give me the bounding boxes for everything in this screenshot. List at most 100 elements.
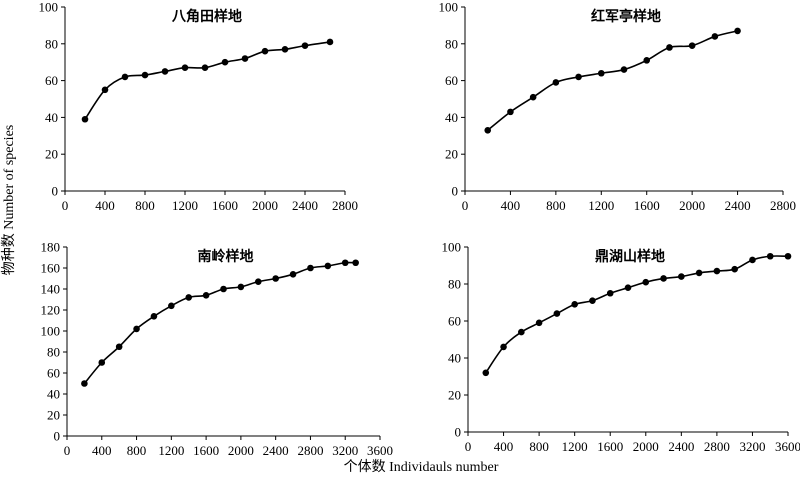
- x-tick-label: 1200: [158, 443, 184, 458]
- data-point: [82, 116, 89, 123]
- panel-title: 鼎湖山样地: [595, 248, 665, 265]
- data-point: [482, 370, 489, 377]
- x-tick-label: 2800: [297, 443, 323, 458]
- data-point: [734, 28, 741, 35]
- data-point: [660, 275, 667, 282]
- y-tick-label: 160: [41, 261, 61, 276]
- data-point: [749, 257, 756, 264]
- data-point: [185, 294, 192, 301]
- x-tick-label: 3200: [739, 439, 765, 454]
- x-tick-label: 2000: [228, 443, 254, 458]
- data-point: [621, 66, 628, 73]
- data-point: [168, 303, 175, 310]
- y-tick-label: 0: [455, 425, 462, 440]
- x-tick-label: 0: [64, 443, 71, 458]
- x-tick-label: 400: [92, 443, 112, 458]
- data-point: [255, 278, 262, 285]
- data-point: [238, 284, 245, 291]
- y-tick-label: 20: [45, 147, 58, 162]
- data-point: [262, 48, 269, 55]
- series-line: [488, 31, 738, 130]
- data-point: [203, 292, 210, 299]
- y-tick-label: 40: [445, 110, 458, 125]
- data-point: [116, 343, 123, 350]
- y-tick-label: 60: [47, 366, 60, 381]
- data-point: [325, 263, 332, 270]
- data-point: [272, 275, 279, 282]
- y-tick-label: 40: [448, 351, 461, 366]
- x-tick-label: 3600: [367, 443, 393, 458]
- y-tick-label: 100: [41, 324, 61, 339]
- x-tick-label: 2800: [704, 439, 730, 454]
- data-point: [133, 326, 140, 333]
- data-point: [81, 380, 88, 387]
- series-line: [85, 42, 330, 119]
- y-tick-label: 80: [445, 36, 458, 51]
- data-point: [302, 42, 309, 49]
- data-point: [202, 64, 209, 71]
- y-tick-label: 60: [445, 73, 458, 88]
- data-point: [678, 273, 685, 280]
- data-point: [731, 266, 738, 273]
- x-tick-label: 0: [465, 439, 472, 454]
- series-line: [84, 263, 355, 384]
- x-tick-label: 1600: [634, 198, 660, 213]
- data-point: [327, 39, 334, 46]
- data-point: [342, 259, 349, 266]
- x-tick-label: 1600: [193, 443, 219, 458]
- data-point: [242, 55, 249, 62]
- x-tick-label: 2400: [668, 439, 694, 454]
- x-tick-label: 3200: [332, 443, 358, 458]
- data-point: [220, 286, 227, 293]
- x-tick-label: 800: [135, 198, 155, 213]
- panel-title: 红军亭样地: [591, 8, 661, 25]
- y-tick-label: 20: [448, 388, 461, 403]
- x-tick-label: 0: [462, 198, 469, 213]
- panel-title: 八角田样地: [171, 8, 242, 25]
- x-tick-label: 400: [494, 439, 514, 454]
- data-point: [484, 127, 491, 134]
- data-point: [696, 270, 703, 277]
- y-tick-label: 120: [41, 303, 61, 318]
- data-point: [598, 70, 605, 77]
- data-point: [290, 271, 297, 278]
- x-tick-label: 2000: [679, 198, 705, 213]
- y-tick-label: 0: [52, 184, 59, 199]
- y-tick-label: 100: [442, 240, 462, 255]
- data-point: [785, 253, 792, 260]
- data-point: [352, 259, 359, 266]
- data-point: [643, 57, 650, 64]
- data-point: [500, 344, 507, 351]
- y-tick-label: 100: [39, 0, 59, 15]
- data-point: [151, 313, 158, 320]
- x-tick-label: 1600: [597, 439, 623, 454]
- y-tick-label: 100: [439, 0, 459, 15]
- x-tick-label: 800: [529, 439, 549, 454]
- x-tick-label: 2000: [252, 198, 278, 213]
- data-point: [666, 44, 673, 51]
- x-tick-label: 800: [127, 443, 147, 458]
- data-point: [162, 68, 169, 75]
- data-point: [553, 79, 560, 86]
- x-tick-label: 2400: [725, 198, 751, 213]
- data-point: [767, 253, 774, 260]
- data-point: [625, 284, 632, 291]
- data-point: [98, 359, 105, 366]
- data-point: [122, 74, 129, 81]
- y-tick-label: 180: [41, 240, 61, 255]
- data-point: [712, 33, 719, 40]
- x-tick-label: 2800: [332, 198, 358, 213]
- data-point: [282, 46, 289, 53]
- x-tick-label: 2400: [292, 198, 318, 213]
- data-point: [307, 265, 314, 272]
- y-tick-label: 0: [452, 184, 459, 199]
- y-tick-label: 20: [47, 408, 60, 423]
- y-tick-label: 20: [445, 147, 458, 162]
- y-tick-label: 80: [45, 36, 58, 51]
